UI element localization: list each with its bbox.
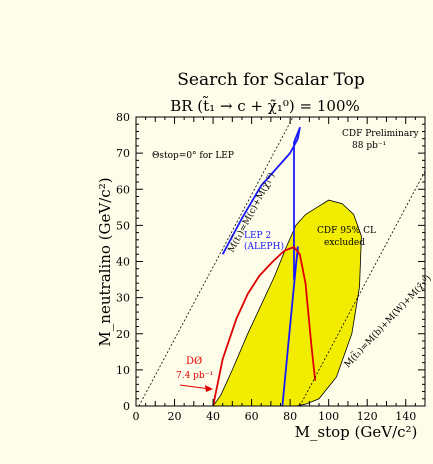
x-tick-label: 120 xyxy=(357,410,378,423)
chart-title: Search for Scalar Top xyxy=(177,70,365,90)
d0-label: DØ xyxy=(186,356,202,367)
cdf-region-label-2: excluded xyxy=(324,238,365,248)
y-tick-label: 60 xyxy=(116,183,130,196)
y-tick-label: 70 xyxy=(116,147,130,160)
x-tick-label: 20 xyxy=(168,410,182,423)
x-tick-label: 40 xyxy=(206,410,220,423)
lep2-label: LEP 2 xyxy=(244,231,271,241)
y-tick-label: 10 xyxy=(116,364,130,377)
x-tick-label: 140 xyxy=(395,410,416,423)
cdf-region-label: CDF 95% CL xyxy=(317,226,376,236)
d0-lumi-label: 7.4 pb⁻¹ xyxy=(176,371,213,381)
cdf-excluded-region xyxy=(212,199,362,406)
x-axis-label: M_stop (GeV/c²) xyxy=(295,423,418,441)
y-tick-label: 20 xyxy=(116,328,130,341)
y-tick-label: 40 xyxy=(116,256,130,269)
cdf-header: CDF Preliminary xyxy=(342,129,420,139)
kinematic-limit-line-4 xyxy=(299,171,425,406)
x-tick-label: 0 xyxy=(133,410,140,423)
chart-subtitle: BR (t̃₁ → c + χ̃₁⁰) = 100% xyxy=(170,96,360,115)
d0-arrow xyxy=(179,384,213,392)
axes xyxy=(135,116,426,407)
y-tick-label: 30 xyxy=(116,292,130,305)
y-tick-label: 0 xyxy=(123,400,130,413)
tick-labels: 0 20 40 60 80 100 120 140 0 10 20 30 40 50 60 70 80 xyxy=(116,111,416,423)
x-tick-label: 60 xyxy=(245,410,259,423)
y-tick-label: 80 xyxy=(116,111,130,124)
lep-2-aleph-line xyxy=(221,126,301,406)
cdf-lumi: 88 pb⁻¹ xyxy=(352,141,386,151)
plot-area xyxy=(138,117,425,406)
theta-annotation: Θstop=0° for LEP xyxy=(152,151,234,161)
d0-7-4-pb-line xyxy=(212,246,317,406)
y-tick-label: 50 xyxy=(116,219,130,232)
kinematic-limit-line-3 xyxy=(138,117,294,406)
x-tick-label: 80 xyxy=(283,410,297,423)
x-tick-label: 100 xyxy=(318,410,339,423)
y-axis-label: M_neutralino (GeV/c²) xyxy=(96,177,114,346)
aleph-label: (ALEPH) xyxy=(244,241,284,252)
